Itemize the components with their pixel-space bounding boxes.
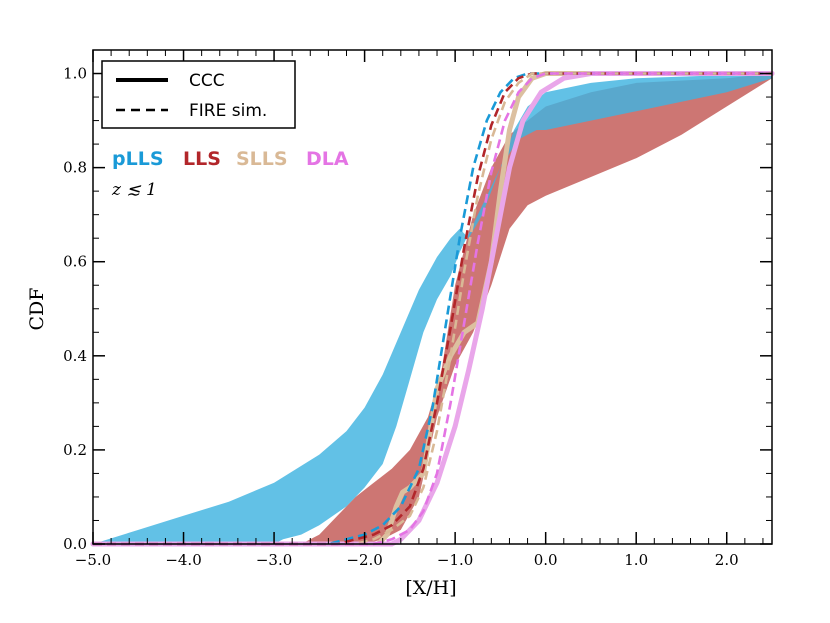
x-tick-label: 1.0 xyxy=(624,551,648,569)
category-labels: pLLS LLS SLLS DLA xyxy=(112,148,349,170)
x-tick-label: −1.0 xyxy=(437,551,473,569)
fire-line-slls xyxy=(93,72,772,546)
category-label-slls: SLLS xyxy=(236,148,288,170)
x-tick-label: −2.0 xyxy=(346,551,382,569)
legend-frame xyxy=(101,60,296,129)
category-label-plls: pLLS xyxy=(112,148,164,170)
legend-label-fire: FIRE sim. xyxy=(189,101,267,121)
ccc-line-dla xyxy=(90,71,775,547)
y-tick-label: 0.4 xyxy=(63,347,87,365)
y-tick-label: 0.6 xyxy=(63,253,87,271)
x-tick-label: −5.0 xyxy=(75,551,111,569)
axes: −5.0 −4.0 −3.0 −2.0 −1.0 0.0 1.0 2.0 0.0 0.2 0.4 0.… xyxy=(63,49,773,569)
y-tick-label: 0.0 xyxy=(63,535,87,553)
y-tick-label: 1.0 xyxy=(63,65,87,83)
x-axis-title: [X/H] xyxy=(405,577,456,599)
y-tick-label: 0.8 xyxy=(63,159,87,177)
ccc-band-lls xyxy=(93,73,772,544)
legend: CCC FIRE sim. xyxy=(101,60,296,129)
x-tick-label: −4.0 xyxy=(165,551,201,569)
ccc-band-plls xyxy=(93,73,772,544)
fire-line-plls xyxy=(93,72,772,546)
y-tick-label: 0.2 xyxy=(63,441,87,459)
y-axis-title: CDF xyxy=(26,288,48,331)
x-tick-label: 0.0 xyxy=(534,551,558,569)
x-tick-label: −3.0 xyxy=(256,551,292,569)
x-tick-label: 2.0 xyxy=(715,551,739,569)
category-label-lls: LLS xyxy=(183,148,221,170)
redshift-annotation: z ≲ 1 xyxy=(111,180,157,200)
legend-label-ccc: CCC xyxy=(189,71,225,91)
plot-frame xyxy=(92,49,773,545)
category-label-dla: DLA xyxy=(306,148,349,170)
fire-line-dla xyxy=(93,72,772,546)
plot-area xyxy=(90,71,775,547)
